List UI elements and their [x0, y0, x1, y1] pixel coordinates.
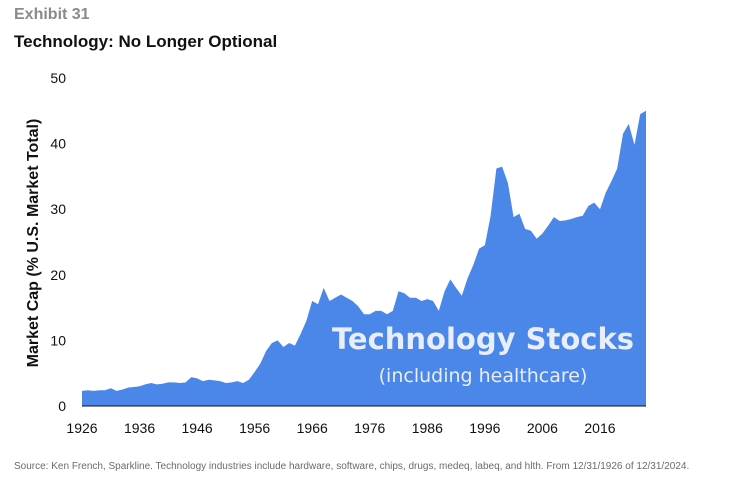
chart-title: Technology: No Longer Optional [14, 32, 278, 51]
x-axis-ticks: 1926 1936 1946 1956 1966 1976 1986 1996 2006 2016 [66, 420, 615, 436]
y-tick-label: 30 [50, 201, 66, 217]
y-tick-label: 20 [50, 267, 66, 283]
area-chart: 0 10 20 30 40 50 1926 1936 1946 1956 1966 1976 1986… [25, 70, 646, 436]
y-axis-label: Market Cap (% U.S. Market Total) [25, 119, 42, 368]
x-tick-label: 1966 [297, 420, 328, 436]
y-tick-label: 10 [50, 332, 66, 348]
x-tick-label: 1976 [354, 420, 385, 436]
x-tick-label: 2016 [584, 420, 615, 436]
y-axis-ticks: 0 10 20 30 40 50 [50, 70, 66, 414]
x-tick-label: 1946 [182, 420, 213, 436]
x-tick-label: 1926 [66, 420, 97, 436]
y-tick-label: 40 [50, 136, 66, 152]
y-tick-label: 50 [50, 70, 66, 86]
annotation-technology-stocks: Technology Stocks [332, 322, 634, 356]
source-note: Source: Ken French, Sparkline. Technolog… [14, 461, 690, 472]
x-tick-label: 2006 [527, 420, 558, 436]
technology-area-series [82, 110, 646, 407]
y-tick-label: 0 [58, 398, 66, 414]
x-tick-label: 1956 [239, 420, 270, 436]
x-tick-label: 1986 [412, 420, 443, 436]
annotation-including-healthcare: (including healthcare) [379, 365, 588, 387]
x-tick-label: 1936 [124, 420, 155, 436]
x-tick-label: 1996 [469, 420, 500, 436]
exhibit-label: Exhibit 31 [14, 6, 90, 23]
